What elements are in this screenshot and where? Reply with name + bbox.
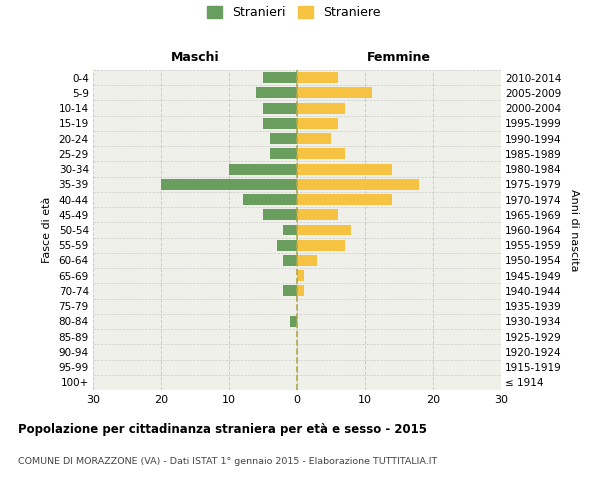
Bar [263,118,297,129]
Bar [263,102,297,114]
Text: Maschi: Maschi [170,50,220,64]
Bar [263,210,297,220]
Text: COMUNE DI MORAZZONE (VA) - Dati ISTAT 1° gennaio 2015 - Elaborazione TUTTITALIA.: COMUNE DI MORAZZONE (VA) - Dati ISTAT 1°… [18,458,437,466]
Bar [297,148,344,160]
Bar [297,194,392,205]
Bar [270,133,297,144]
Bar [297,118,338,129]
Y-axis label: Fasce di età: Fasce di età [41,197,52,263]
Bar [297,255,317,266]
Bar [283,255,297,266]
Bar [297,164,392,174]
Bar [297,133,331,144]
Bar [297,88,372,99]
Bar [297,224,352,235]
Bar [229,164,297,174]
Bar [297,240,344,250]
Text: Popolazione per cittadinanza straniera per età e sesso - 2015: Popolazione per cittadinanza straniera p… [18,422,427,436]
Bar [290,316,297,327]
Bar [256,88,297,99]
Bar [283,224,297,235]
Y-axis label: Anni di nascita: Anni di nascita [569,188,579,271]
Bar [277,240,297,250]
Bar [297,179,419,190]
Bar [297,102,344,114]
Bar [297,72,338,83]
Bar [297,210,338,220]
Bar [297,270,304,281]
Bar [283,286,297,296]
Bar [161,179,297,190]
Text: Femmine: Femmine [367,50,431,64]
Bar [242,194,297,205]
Bar [270,148,297,160]
Bar [263,72,297,83]
Bar [297,286,304,296]
Legend: Stranieri, Straniere: Stranieri, Straniere [207,6,381,19]
